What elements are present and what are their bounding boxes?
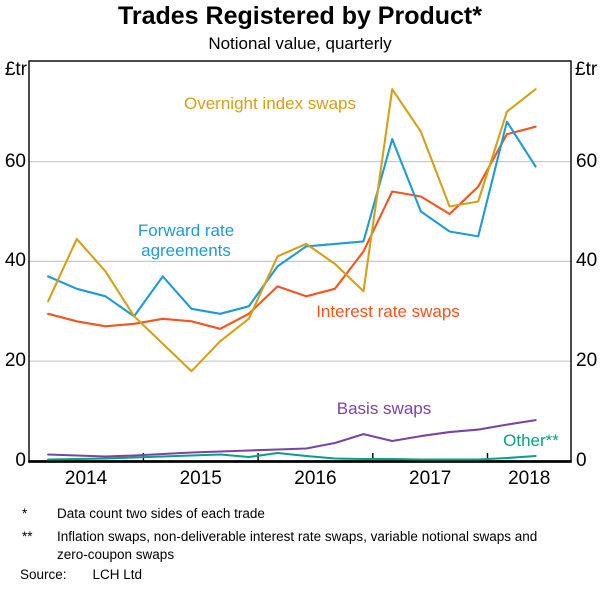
series-line-overnight-index-swaps — [47, 88, 537, 373]
chart-title: Trades Registered by Product* — [117, 2, 482, 30]
series-line-basis-swaps — [47, 419, 537, 458]
footnote-text-1: Data count two sides of each trade — [57, 506, 265, 521]
series-line-forward-rate-agreements — [47, 120, 537, 318]
footnote-text-2: Inflation swaps, non-deliverable interes… — [57, 529, 538, 562]
chart-subtitle: Notional value, quarterly — [208, 34, 392, 53]
footnote-marker-1: * — [22, 506, 28, 521]
series-line-other — [47, 451, 537, 461]
source-value: LCH Ltd — [92, 567, 143, 582]
source-line: Source: LCH Ltd — [20, 566, 142, 584]
footnote-marker-2: ** — [22, 529, 33, 544]
source-label: Source: — [20, 567, 67, 582]
series-line-interest-rate-swaps — [47, 125, 537, 330]
